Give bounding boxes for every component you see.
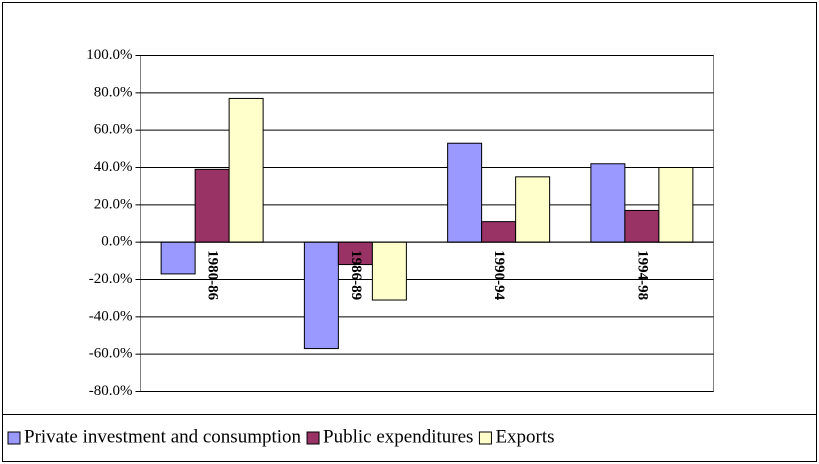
bar (658, 167, 694, 243)
bar (481, 221, 517, 243)
bar (371, 241, 407, 301)
legend-label: Exports (495, 426, 554, 447)
legend-label: Private investment and consumption (24, 426, 302, 447)
x-tick-label: 1990-94 (491, 250, 507, 300)
x-tick-label: 1986-89 (348, 250, 364, 300)
legend-swatch (7, 431, 21, 445)
y-tick-label: -80.0% (89, 383, 133, 399)
legend-label: Public expenditures (323, 426, 473, 447)
y-tick-label: 100.0% (86, 47, 132, 63)
x-tick-label: 1994-98 (634, 250, 650, 300)
bar (590, 163, 626, 243)
y-tick-label: 80.0% (94, 84, 133, 100)
bar (515, 176, 551, 243)
legend-box (2, 414, 817, 462)
bar (194, 168, 230, 243)
y-tick-label: -40.0% (89, 308, 133, 324)
bar (447, 142, 483, 243)
x-tick-label: 1980-86 (205, 250, 221, 300)
legend-swatch (306, 431, 320, 445)
legend-swatch (478, 431, 492, 445)
y-tick-label: -20.0% (89, 271, 133, 287)
y-tick-label: 60.0% (94, 122, 133, 138)
y-tick-label: -60.0% (89, 346, 133, 362)
y-tick-label: 40.0% (94, 159, 133, 175)
bar (228, 97, 264, 243)
bar (160, 241, 196, 275)
bar (624, 209, 660, 243)
y-tick-label: 0.0% (101, 234, 132, 250)
y-tick-label: 20.0% (94, 196, 133, 212)
bar (303, 241, 339, 350)
